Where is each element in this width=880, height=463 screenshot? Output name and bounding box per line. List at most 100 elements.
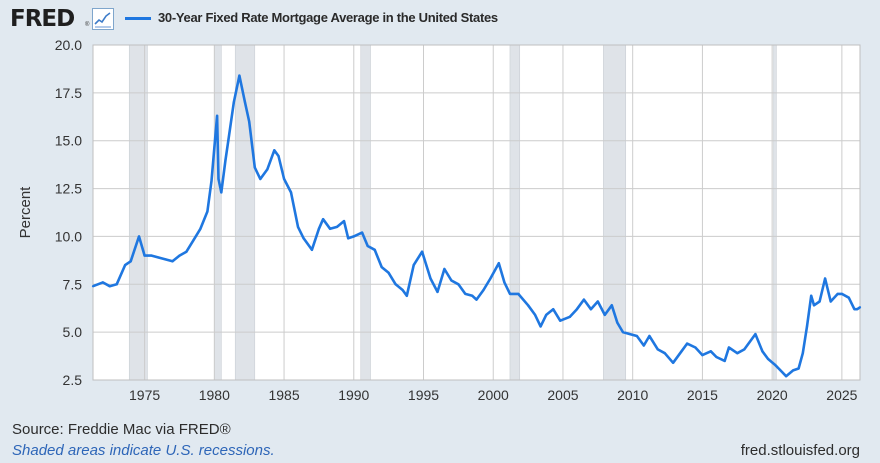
- y-tick-label: 10.0: [55, 228, 82, 244]
- data-point: [829, 300, 832, 303]
- legend-series-label[interactable]: 30-Year Fixed Rate Mortgage Average in t…: [158, 10, 498, 25]
- data-point: [589, 308, 592, 311]
- y-tick-label: 5.0: [63, 324, 83, 340]
- fred-logo[interactable]: FRED: [10, 6, 75, 32]
- data-point: [582, 298, 585, 301]
- data-point: [387, 271, 390, 274]
- data-point: [603, 313, 606, 317]
- data-point: [421, 250, 424, 253]
- data-point: [715, 355, 718, 359]
- data-point: [797, 367, 800, 370]
- data-point: [361, 231, 364, 234]
- recession-note: Shaded areas indicate U.S. recessions.: [12, 442, 275, 459]
- recession-band: [509, 44, 521, 381]
- x-tick-label: 2010: [617, 387, 648, 403]
- data-point: [123, 264, 127, 267]
- y-axis-label: Percent: [17, 186, 34, 239]
- data-point: [610, 304, 613, 307]
- data-point: [178, 254, 181, 257]
- data-point: [157, 256, 160, 259]
- data-point: [129, 260, 132, 263]
- data-point: [450, 279, 453, 282]
- data-point: [289, 191, 293, 194]
- data-point: [342, 220, 346, 223]
- data-point: [216, 114, 219, 117]
- data-point: [497, 262, 500, 265]
- data-point: [273, 149, 276, 152]
- data-point: [503, 281, 506, 284]
- registered-mark: ®: [85, 22, 90, 28]
- data-point: [526, 304, 530, 307]
- data-point: [227, 139, 230, 142]
- data-point: [101, 281, 104, 284]
- data-point: [296, 225, 300, 228]
- data-point: [412, 264, 415, 267]
- data-point: [302, 237, 305, 240]
- data-point: [220, 191, 223, 194]
- data-point: [277, 154, 280, 158]
- data-point: [206, 210, 209, 213]
- source-note: Source: Freddie Mac via FRED®: [12, 421, 231, 438]
- y-tick-label: 7.5: [63, 276, 83, 292]
- data-point: [335, 225, 339, 228]
- data-point: [766, 357, 770, 361]
- data-point: [801, 352, 804, 355]
- data-point: [812, 304, 816, 307]
- data-point: [552, 308, 555, 311]
- data-point: [568, 315, 572, 318]
- data-point: [224, 158, 227, 161]
- legend-swatch: [125, 17, 151, 20]
- data-point: [328, 227, 332, 230]
- data-point: [317, 227, 321, 230]
- data-point: [443, 267, 446, 271]
- line-chart-icon: [92, 8, 114, 30]
- data-point: [853, 308, 856, 311]
- fred-url-link[interactable]: fred.stlouisfed.org: [740, 442, 860, 459]
- data-point: [192, 239, 195, 242]
- data-point: [672, 361, 675, 364]
- data-point: [436, 290, 439, 294]
- data-point: [489, 277, 492, 280]
- recession-band: [360, 44, 371, 381]
- data-point: [143, 254, 146, 257]
- data-point: [805, 325, 809, 328]
- recession-band: [234, 44, 256, 381]
- data-point: [779, 369, 782, 372]
- data-point: [137, 235, 141, 238]
- data-point: [150, 254, 153, 257]
- data-point: [642, 344, 645, 347]
- data-point: [773, 363, 777, 366]
- data-point: [217, 177, 220, 181]
- data-point: [243, 101, 247, 104]
- data-point: [429, 277, 432, 280]
- data-point: [847, 296, 850, 299]
- data-point: [791, 369, 795, 372]
- data-point: [171, 260, 174, 263]
- data-point: [164, 258, 167, 261]
- data-point: [394, 283, 397, 286]
- data-point: [824, 277, 827, 280]
- data-point: [238, 74, 241, 77]
- data-point: [840, 292, 843, 295]
- y-tick-label: 17.5: [55, 85, 82, 101]
- data-point: [648, 334, 651, 338]
- data-point: [701, 354, 704, 357]
- x-tick-label: 1985: [268, 387, 299, 403]
- data-point: [836, 292, 839, 295]
- recession-band: [214, 44, 222, 381]
- x-tick-label: 1975: [129, 387, 160, 403]
- data-point: [663, 352, 666, 355]
- data-point: [858, 306, 862, 309]
- data-point: [380, 265, 383, 269]
- data-point: [596, 300, 599, 303]
- data-point: [508, 292, 512, 295]
- data-point: [784, 375, 788, 378]
- data-point: [232, 101, 235, 104]
- data-point: [575, 308, 579, 311]
- data-point: [471, 294, 474, 297]
- data-point: [628, 332, 632, 336]
- y-tick-label: 20.0: [55, 37, 82, 53]
- data-point: [761, 350, 764, 353]
- data-point: [199, 227, 202, 230]
- x-tick-label: 2005: [547, 387, 578, 403]
